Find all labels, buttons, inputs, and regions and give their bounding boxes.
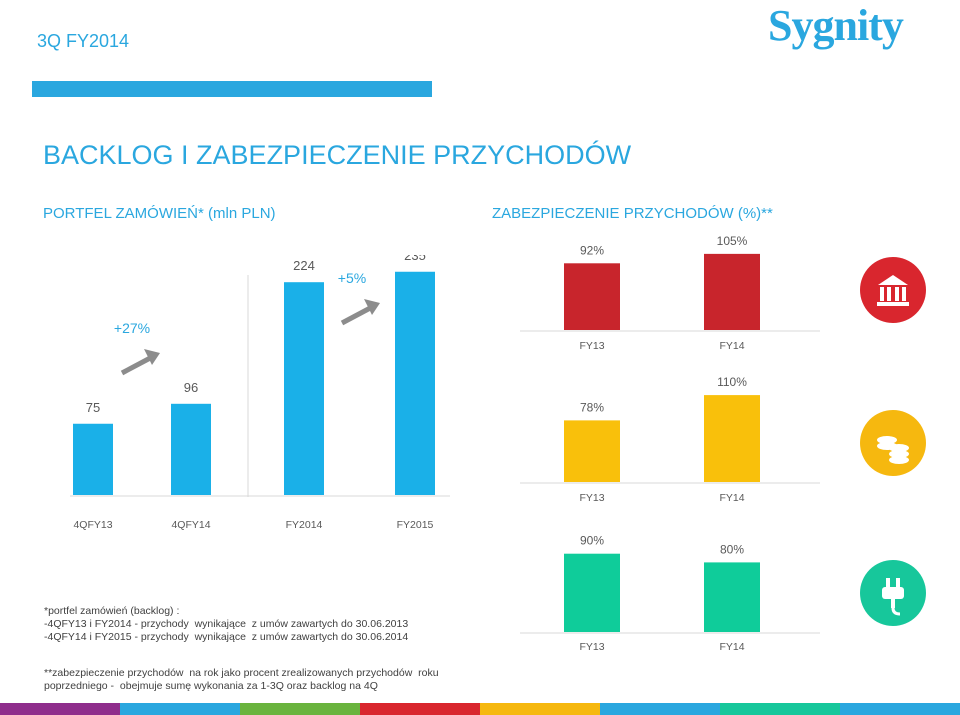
data-label: 96 [184, 380, 198, 395]
data-label: 105% [717, 234, 748, 248]
color-segment [720, 703, 840, 715]
bar-FY2015 [395, 271, 435, 495]
growth-annotation: +27% [114, 320, 150, 336]
bar-FY13 [564, 420, 620, 482]
growth-arrow [120, 353, 156, 376]
footnote-line: poprzedniego - obejmuje sumę wykonania z… [44, 680, 378, 692]
company-logo: Sygnity [768, 1, 904, 50]
tick-label: FY14 [719, 340, 744, 352]
bar-FY13 [564, 263, 620, 330]
bar-FY14 [704, 562, 760, 632]
coverage-chart-red: 92% FY13 105% FY14 [520, 234, 820, 352]
bar-FY14 [704, 395, 760, 482]
backlog-bar-chart: 75 4QFY13 96 4QFY14 224 FY2014 235 FY2015 +27% +5… [70, 255, 450, 531]
coins-icon [860, 410, 926, 476]
color-segment [600, 703, 720, 715]
color-segment [0, 703, 120, 715]
footnote-line: *portfel zamówień (backlog) : [44, 605, 180, 617]
bar-FY13 [564, 553, 620, 632]
growth-arrow-head [364, 299, 380, 315]
color-segment [240, 703, 360, 715]
backlog-footnote: *portfel zamówień (backlog) : -4QFY13 i F… [44, 605, 408, 644]
data-label: 78% [580, 400, 604, 414]
data-label: 235 [404, 255, 426, 263]
growth-arrow-head [144, 349, 160, 365]
data-label: 80% [720, 542, 744, 556]
data-label: 110% [717, 375, 747, 389]
data-label: 75 [86, 400, 100, 415]
plug-icon [860, 560, 926, 626]
page-title: BACKLOG I ZABEZPIECZENIE PRZYCHODÓW [43, 140, 632, 170]
bar-4QFY14 [171, 403, 211, 495]
color-segment [840, 703, 960, 715]
quarter-label: 3Q FY2014 [37, 31, 130, 51]
data-label: 92% [580, 243, 604, 257]
footnote-line: **zabezpieczenie przychodów na rok jako … [44, 667, 439, 679]
tick-label: 4QFY14 [171, 519, 210, 531]
tick-label: FY2014 [286, 519, 323, 531]
bar-4QFY13 [73, 423, 113, 495]
tick-label: FY2015 [397, 519, 434, 531]
tick-label: FY13 [579, 492, 604, 504]
revenue-coverage-subtitle: ZABEZPIECZENIE PRZYCHODÓW (%)** [492, 205, 773, 222]
data-label: 224 [293, 258, 315, 273]
tick-label: FY13 [579, 340, 604, 352]
color-segment [360, 703, 480, 715]
tick-label: FY14 [719, 641, 744, 653]
coverage-chart-green: 90% FY13 80% FY14 [520, 534, 820, 653]
tick-label: FY14 [719, 492, 744, 504]
color-segment [120, 703, 240, 715]
data-label: 90% [580, 534, 604, 548]
bottom-color-bar [0, 703, 960, 715]
bank-icon [860, 257, 926, 323]
backlog-chart-subtitle: PORTFEL ZAMÓWIEŃ* (mln PLN) [43, 205, 276, 222]
tick-label: 4QFY13 [73, 519, 112, 531]
color-segment [480, 703, 600, 715]
footnote-line: -4QFY14 i FY2015 - przychody wynikające … [44, 631, 409, 643]
footnote-line: -4QFY13 i FY2014 - przychody wynikające … [44, 618, 409, 630]
header-accent-bar [32, 81, 432, 97]
tick-label: FY13 [579, 641, 604, 653]
coverage-chart-yellow: 78% FY13 110% FY14 [520, 375, 820, 504]
bar-FY14 [704, 253, 760, 330]
coverage-footnote: **zabezpieczenie przychodów na rok jako … [44, 667, 439, 693]
bar-FY2014 [284, 282, 324, 495]
growth-arrow [340, 303, 376, 326]
growth-annotation: +5% [338, 270, 366, 286]
